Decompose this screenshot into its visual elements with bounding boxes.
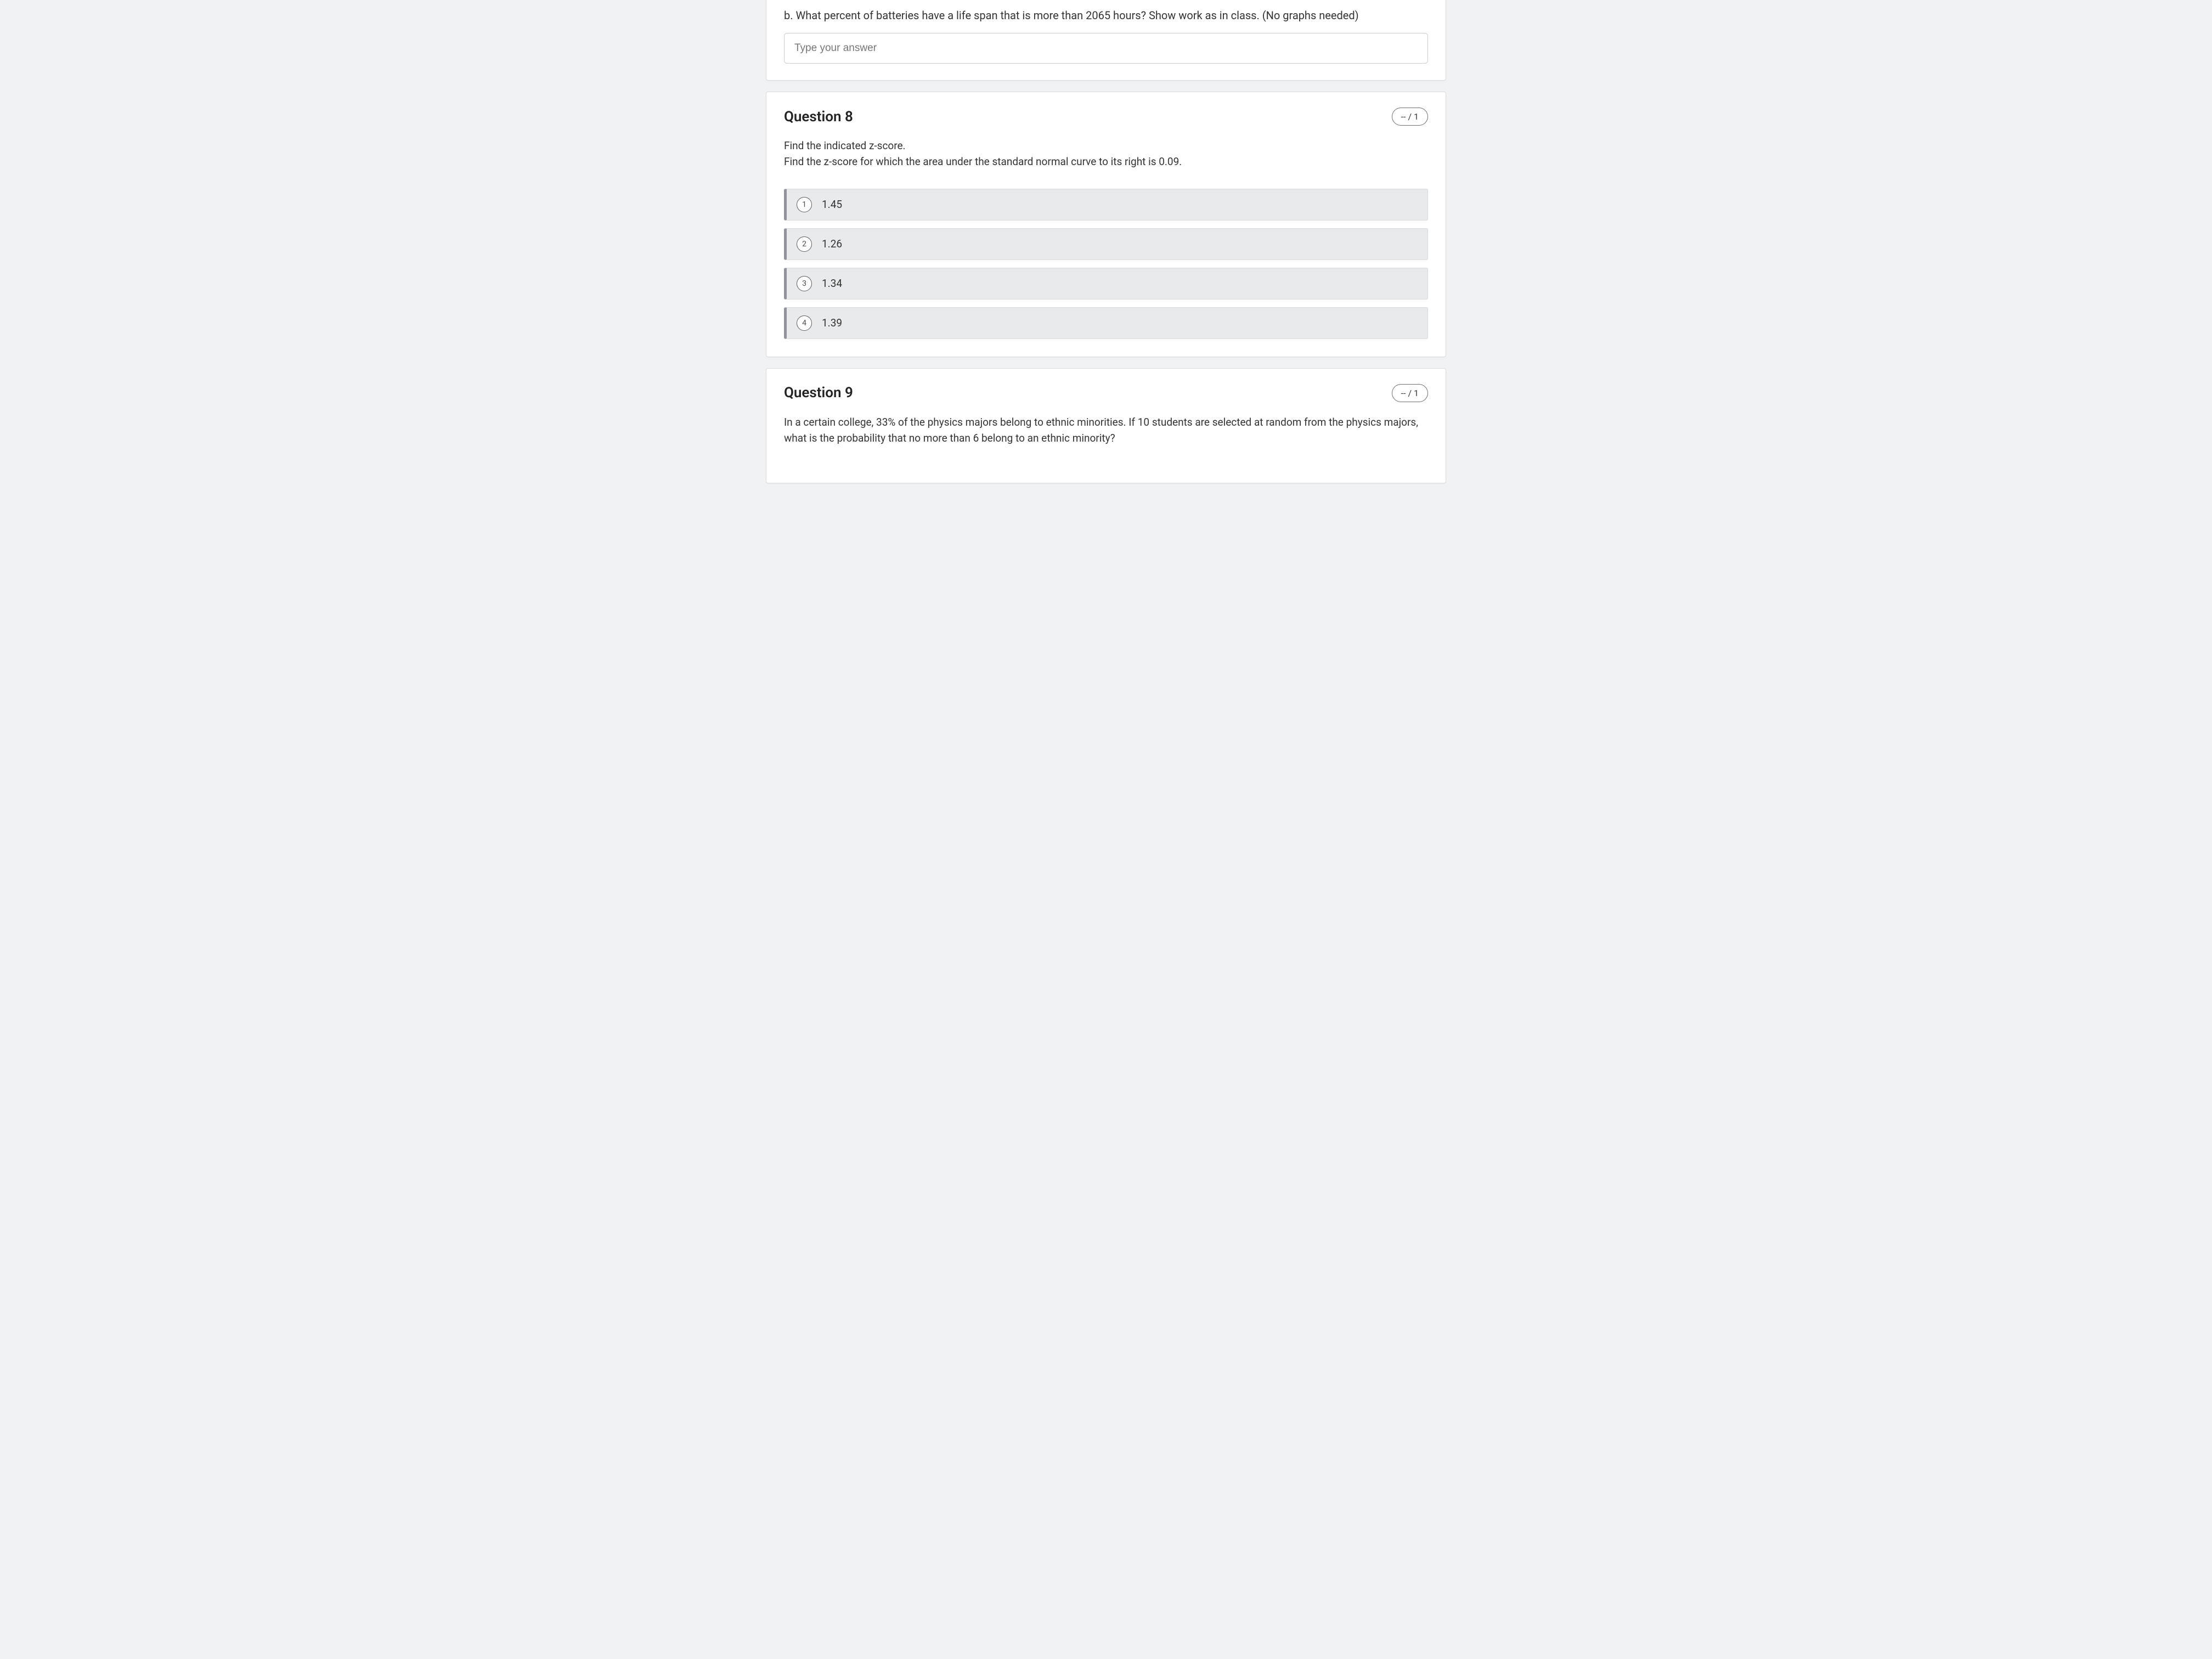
question-card-prev-partial: b. What percent of batteries have a life… xyxy=(766,0,1446,81)
option-number-icon: 3 xyxy=(797,276,812,291)
option-number-icon: 4 xyxy=(797,315,812,331)
question-line: Find the z-score for which the area unde… xyxy=(784,154,1428,170)
question-body: Find the indicated z-score. Find the z-s… xyxy=(784,138,1428,170)
option-label: 1.45 xyxy=(822,198,842,211)
option-4[interactable]: 4 1.39 xyxy=(784,307,1428,339)
sub-question-label: b. xyxy=(784,9,793,22)
option-3[interactable]: 3 1.34 xyxy=(784,268,1428,300)
score-badge: -- / 1 xyxy=(1392,384,1428,402)
option-number-icon: 1 xyxy=(797,197,812,212)
option-label: 1.39 xyxy=(822,317,842,329)
option-1[interactable]: 1 1.45 xyxy=(784,189,1428,221)
options-list: 1 1.45 2 1.26 3 1.34 4 1.39 xyxy=(784,189,1428,339)
answer-input[interactable] xyxy=(784,33,1428,64)
question-title: Question 9 xyxy=(784,385,853,401)
question-title: Question 8 xyxy=(784,109,853,125)
score-badge: -- / 1 xyxy=(1392,108,1428,126)
option-2[interactable]: 2 1.26 xyxy=(784,228,1428,260)
sub-question-body: What percent of batteries have a life sp… xyxy=(795,9,1358,22)
option-number-icon: 2 xyxy=(797,236,812,252)
question-card-8: Question 8 -- / 1 Find the indicated z-s… xyxy=(766,92,1446,357)
question-card-9: Question 9 -- / 1 In a certain college, … xyxy=(766,368,1446,483)
quiz-page: b. What percent of batteries have a life… xyxy=(755,0,1457,483)
question-line: Find the indicated z-score. xyxy=(784,138,1428,154)
question-header: Question 9 -- / 1 xyxy=(784,384,1428,402)
sub-question-text: b. What percent of batteries have a life… xyxy=(784,8,1428,23)
option-label: 1.34 xyxy=(822,277,842,290)
question-header: Question 8 -- / 1 xyxy=(784,108,1428,126)
option-label: 1.26 xyxy=(822,238,842,250)
question-body: In a certain college, 33% of the physics… xyxy=(784,414,1428,447)
